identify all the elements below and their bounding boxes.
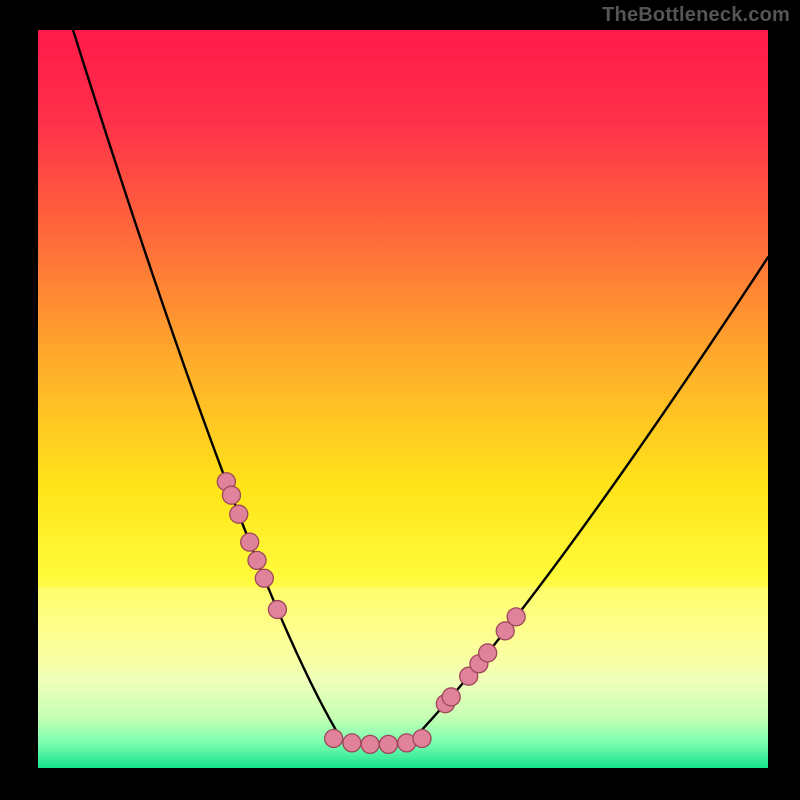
data-marker: [325, 729, 343, 747]
chart-stage: TheBottleneck.com: [0, 0, 800, 800]
watermark-text: TheBottleneck.com: [602, 4, 790, 27]
data-marker: [241, 533, 259, 551]
bottleneck-chart: [38, 30, 768, 768]
data-marker: [268, 601, 286, 619]
data-marker: [343, 734, 361, 752]
data-marker: [230, 505, 248, 523]
data-marker: [222, 486, 240, 504]
data-marker: [507, 608, 525, 626]
data-marker: [442, 688, 460, 706]
data-marker: [379, 735, 397, 753]
data-marker: [248, 551, 266, 569]
data-marker: [361, 735, 379, 753]
data-marker: [255, 569, 273, 587]
highlight-band: [38, 587, 768, 664]
data-marker: [413, 729, 431, 747]
data-marker: [479, 644, 497, 662]
